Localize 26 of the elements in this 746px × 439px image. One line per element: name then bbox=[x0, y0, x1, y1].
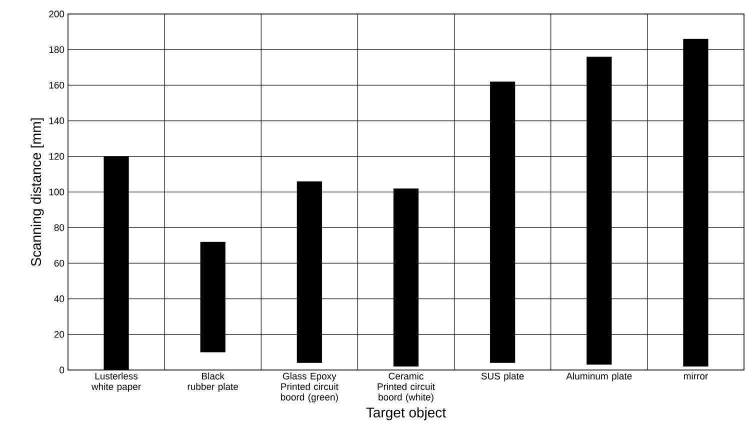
y-tick-label: 140 bbox=[49, 117, 64, 124]
y-tick-label: 80 bbox=[54, 224, 64, 231]
bar bbox=[200, 242, 226, 352]
y-tick-label: 200 bbox=[49, 10, 64, 18]
bar bbox=[296, 181, 322, 363]
y-tick-label: 0 bbox=[60, 366, 64, 374]
y-axis-title: Scanning distance [mm] bbox=[30, 118, 44, 266]
y-tick-label: 160 bbox=[49, 82, 64, 89]
x-tick-label: SUS plate bbox=[481, 372, 524, 382]
bar bbox=[393, 188, 419, 366]
x-tick-label: Ceramic Printed circuit boord (white) bbox=[378, 372, 435, 402]
bar bbox=[683, 38, 708, 366]
x-tick-label: Aluminum plate bbox=[566, 372, 632, 382]
y-tick-label: 100 bbox=[49, 188, 64, 196]
bar bbox=[586, 56, 612, 365]
x-tick-label: Glass Epoxy Printed circuit boord (green) bbox=[280, 372, 338, 402]
y-tick-label: 60 bbox=[54, 260, 64, 267]
x-tick-label: mirror bbox=[684, 372, 708, 380]
x-tick-label: Black rubber plate bbox=[188, 372, 238, 392]
x-axis-title: Target object bbox=[366, 407, 446, 420]
x-tick-label: Lusterless white paper bbox=[91, 372, 141, 392]
y-tick-label: 180 bbox=[49, 46, 64, 53]
y-tick-label: 20 bbox=[54, 331, 64, 338]
y-tick-label: 120 bbox=[49, 153, 64, 160]
y-tick-label: 40 bbox=[54, 295, 64, 302]
bar bbox=[490, 82, 516, 363]
